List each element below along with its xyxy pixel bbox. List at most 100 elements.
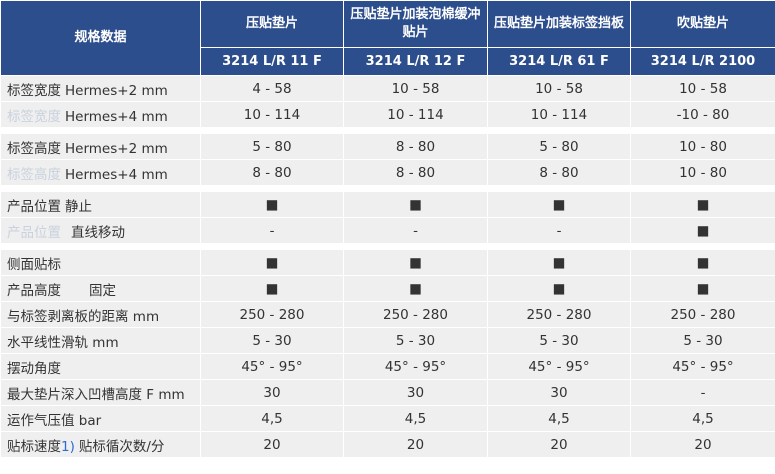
- table-cell: 30: [487, 379, 631, 406]
- row-label: 标签高度 Hermes+2 mm: [0, 127, 201, 160]
- label-spec: Hermes+2 mm: [65, 140, 168, 157]
- table-cell: 10 - 58: [343, 75, 488, 102]
- label-text: 标签高度: [7, 140, 61, 157]
- label-spec: 静止: [65, 198, 92, 215]
- label-text: 侧面贴标: [7, 256, 61, 273]
- label-text: 标签宽度: [7, 108, 61, 125]
- table-row: 标签高度 Hermes+4 mm 8 - 80 8 - 80 8 - 80 10 - 80: [0, 159, 775, 189]
- table-cell: 45° - 95°: [630, 353, 775, 380]
- table-cell: ■: [343, 275, 488, 302]
- row-label: 产品高度 固定: [0, 275, 201, 302]
- table-cell: 5 - 30: [630, 327, 775, 354]
- table-cell: 45° - 95°: [487, 353, 631, 380]
- table-row: 标签宽度 Hermes+4 mm 10 - 114 10 - 114 10 - 114-…: [0, 101, 775, 131]
- table-cell: 5 - 30: [200, 327, 344, 354]
- table-cell: 10 - 80: [630, 159, 775, 189]
- row-label: 标签宽度 Hermes+4 mm: [0, 101, 201, 131]
- label-spec: Hermes+2 mm: [65, 82, 168, 99]
- table-row: 产品位置 静止 ■ ■ ■ ■: [0, 185, 775, 218]
- table-cell: 8 - 80: [200, 159, 344, 189]
- table-cell: 4,5: [487, 405, 631, 432]
- column-model: 3214 L/R 61 F: [487, 47, 631, 76]
- column-name: 压贴垫片: [200, 0, 344, 48]
- table-row: 产品位置 直线移动 - - - ■: [0, 217, 775, 247]
- label-text: 产品高度: [7, 282, 61, 299]
- table-cell: 10 - 58: [487, 75, 631, 102]
- table-cell: 8 - 80: [343, 159, 488, 189]
- table-cell: ■: [200, 185, 344, 218]
- table-cell: -: [343, 217, 488, 247]
- table-row: 水平线性滑轨 mm 5 - 30 5 - 30 5 - 30 5 - 30: [0, 327, 775, 354]
- label-spec: Hermes+4 mm: [65, 108, 168, 125]
- row-label: 最大垫片深入凹槽高度 F mm: [0, 379, 201, 406]
- label-text: 摆动角度: [7, 360, 61, 377]
- column-name: 吹贴垫片: [630, 0, 775, 48]
- table-cell: 4,5: [630, 405, 775, 432]
- table-cell: ■: [487, 243, 631, 276]
- table-cell: 8 - 80: [487, 159, 631, 189]
- label-text: 产品位置: [7, 198, 61, 215]
- row-label: 水平线性滑轨 mm: [0, 327, 201, 354]
- table-cell: -: [200, 217, 344, 247]
- column-name: 压贴垫片加装标签挡板: [487, 0, 631, 48]
- table-cell: 250 - 280: [343, 301, 488, 328]
- row-label: 与标签剥离板的距离 mm: [0, 301, 201, 328]
- table-cell: -: [630, 379, 775, 406]
- table-body: 标签宽度 Hermes+2 mm 4 - 58 10 - 58 10 - 58 10 - …: [0, 75, 775, 458]
- table-cell: ■: [200, 243, 344, 276]
- table-cell: 5 - 80: [487, 127, 631, 160]
- row-label: 标签宽度 Hermes+2 mm: [0, 75, 201, 102]
- table-cell: 8 - 80: [343, 127, 488, 160]
- label-text: 标签宽度: [7, 82, 61, 99]
- row-label: 侧面贴标: [0, 243, 201, 276]
- label-spec: Hermes+4 mm: [65, 166, 168, 183]
- column-model: 3214 L/R 11 F: [200, 47, 344, 76]
- label-text: 产品位置: [7, 224, 61, 241]
- table-cell: 45° - 95°: [200, 353, 344, 380]
- spec-table: 规格数据 压贴垫片 压贴垫片加装泡棉缓冲贴片 压贴垫片加装标签挡板 吹贴垫片 3214 …: [0, 0, 775, 458]
- table-row: 产品高度 固定 ■ ■ ■ ■: [0, 275, 775, 302]
- table-cell: -10 - 80: [630, 101, 775, 131]
- table-row: 与标签剥离板的距离 mm 250 - 280 250 - 280 250 - 280 2…: [0, 301, 775, 328]
- table-row: 侧面贴标 ■ ■ ■ ■: [0, 243, 775, 276]
- table-row: 贴标速度1) 贴标循次数/分 20 20 20 20: [0, 431, 775, 458]
- label-text: 最大垫片深入凹槽高度 F mm: [7, 386, 185, 403]
- header-title: 规格数据: [0, 0, 201, 76]
- table-row: 标签高度 Hermes+2 mm 5 - 80 8 - 80 5 - 80 10 - 80: [0, 127, 775, 160]
- table-cell: ■: [630, 217, 775, 247]
- table-row: 运作气压值 bar 4,5 4,5 4,5 4,5: [0, 405, 775, 432]
- row-label: 产品位置 静止: [0, 185, 201, 218]
- row-label: 贴标速度1) 贴标循次数/分: [0, 431, 201, 458]
- table-cell: 4 - 58: [200, 75, 344, 102]
- footnote: 1): [61, 438, 75, 455]
- column-model: 3214 L/R 12 F: [343, 47, 488, 76]
- table-cell: ■: [200, 275, 344, 302]
- table-cell: 10 - 114: [487, 101, 631, 131]
- label-spec: 贴标循次数/分: [78, 438, 165, 455]
- table-cell: 10 - 114: [200, 101, 344, 131]
- table-cell: 4,5: [343, 405, 488, 432]
- label-text: 水平线性滑轨 mm: [7, 334, 119, 351]
- row-label: 标签高度 Hermes+4 mm: [0, 159, 201, 189]
- table-cell: 20: [343, 431, 488, 458]
- table-cell: 30: [200, 379, 344, 406]
- table-cell: 10 - 114: [343, 101, 488, 131]
- table-cell: 20: [200, 431, 344, 458]
- table-cell: 20: [630, 431, 775, 458]
- label-text: 运作气压值 bar: [7, 412, 102, 429]
- table-cell: 5 - 30: [487, 327, 631, 354]
- column-name: 压贴垫片加装泡棉缓冲贴片: [343, 0, 488, 48]
- table-cell: -: [487, 217, 631, 247]
- table-cell: ■: [630, 275, 775, 302]
- table-header: 规格数据 压贴垫片 压贴垫片加装泡棉缓冲贴片 压贴垫片加装标签挡板 吹贴垫片 3214 …: [0, 0, 775, 76]
- table-cell: 20: [487, 431, 631, 458]
- table-cell: ■: [487, 185, 631, 218]
- column-model: 3214 L/R 2100: [630, 47, 775, 76]
- table-row: 摆动角度 45° - 95° 45° - 95° 45° - 95° 45° - 95°: [0, 353, 775, 380]
- table-cell: 250 - 280: [630, 301, 775, 328]
- row-label: 摆动角度: [0, 353, 201, 380]
- table-cell: ■: [487, 275, 631, 302]
- row-label: 产品位置 直线移动: [0, 217, 201, 247]
- table-row: 最大垫片深入凹槽高度 F mm 30 30 30-: [0, 379, 775, 406]
